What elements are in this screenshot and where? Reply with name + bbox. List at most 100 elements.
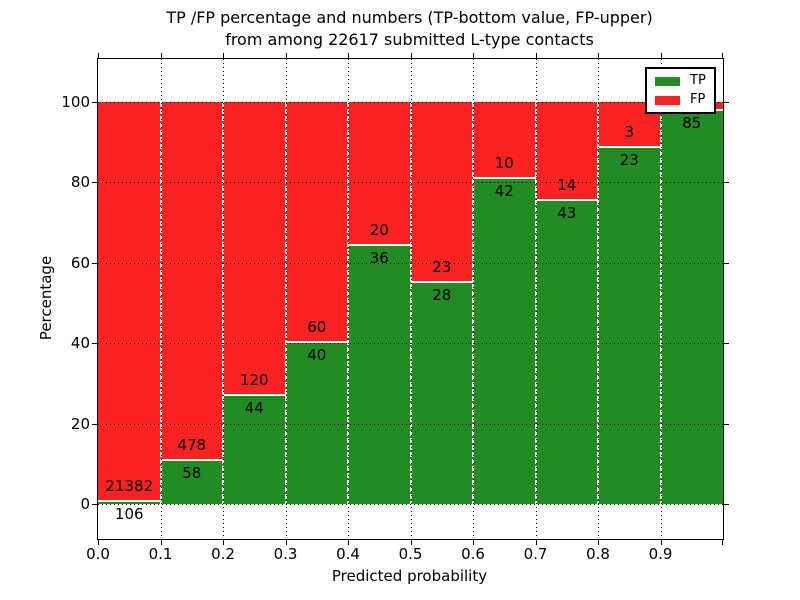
x-tick-top — [473, 53, 474, 58]
x-tick-top — [98, 53, 99, 58]
gridline-horizontal — [98, 504, 723, 505]
y-tick-right — [724, 102, 729, 103]
y-tick-right — [724, 504, 729, 505]
bar-count-label-tp: 40 — [307, 346, 327, 365]
y-tick-label: 40 — [70, 334, 90, 353]
gridline-vertical — [160, 59, 162, 539]
x-tick-label: 0.0 — [86, 545, 110, 563]
x-tick-bottom — [410, 540, 412, 545]
x-tick-bottom — [598, 540, 599, 545]
legend-item-tp: TP — [655, 74, 706, 88]
x-tick-top — [160, 53, 162, 58]
x-tick-top — [410, 53, 412, 58]
legend-swatch-fp-icon — [655, 95, 680, 105]
x-tick-label: 0.3 — [273, 545, 298, 563]
bar-count-label-fp: 120 — [239, 371, 269, 390]
x-axis-label: Predicted probability — [331, 567, 488, 585]
bar-segment-fp — [160, 102, 223, 461]
bar-segment-fp — [285, 102, 348, 344]
bar-segment-tp — [160, 460, 223, 504]
bar-count-label-fp: 14 — [557, 175, 577, 194]
y-tick-label: 80 — [70, 173, 90, 192]
x-tick-label: 0.8 — [586, 545, 610, 563]
y-tick-left — [92, 182, 97, 184]
x-tick-label: 0.9 — [648, 545, 673, 563]
y-tick-right — [724, 423, 729, 425]
bar-segment-fp — [535, 102, 598, 201]
x-tick-top — [722, 53, 723, 58]
y-tick-left — [92, 423, 97, 425]
x-tick-bottom — [160, 540, 162, 545]
x-tick-bottom — [660, 540, 662, 545]
bar-count-label-tp: 28 — [432, 286, 452, 305]
y-tick-label: 100 — [61, 93, 90, 111]
bar-count-label-tp: 42 — [494, 182, 514, 201]
gridline-horizontal — [98, 343, 723, 345]
x-tick-label: 0.6 — [461, 545, 485, 563]
bar-top-edge — [535, 198, 598, 201]
bar-segment-tp — [660, 111, 723, 504]
bar-top-edge — [473, 177, 536, 180]
x-tick-top — [285, 53, 287, 58]
bar-segment-tp — [98, 501, 161, 504]
bar-segment-fp — [410, 102, 473, 284]
bar-count-label-fp: 10 — [494, 154, 514, 173]
bar-segment-fp — [348, 102, 411, 246]
bar-count-label-tp: 106 — [114, 504, 144, 523]
x-tick-label: 0.7 — [523, 545, 548, 563]
x-tick-top — [535, 53, 537, 58]
y-tick-right — [724, 182, 729, 184]
bar-segment-tp — [410, 283, 473, 504]
x-tick-bottom — [722, 540, 723, 545]
bar-count-label-fp: 3 — [624, 123, 635, 142]
bar-count-label-tp: 43 — [557, 203, 577, 222]
bar-segment-tp — [598, 148, 661, 504]
x-tick-bottom — [285, 540, 287, 545]
gridline-horizontal — [98, 423, 723, 425]
chart-title: TP /FP percentage and numbers (TP-bottom… — [97, 7, 722, 51]
x-tick-label: 0.5 — [398, 545, 423, 563]
bar-top-edge — [160, 458, 223, 461]
x-tick-bottom — [223, 540, 224, 545]
chart-title-line2: from among 22617 submitted L-type contac… — [225, 30, 594, 49]
bar-segment-fp — [223, 102, 286, 397]
y-tick-label: 20 — [70, 414, 90, 433]
bar-segment-fp — [473, 102, 536, 180]
bar-count-label-tp: 44 — [244, 399, 264, 418]
x-tick-top — [598, 53, 599, 58]
gridline-horizontal — [98, 102, 723, 103]
bar-top-edge — [223, 394, 286, 397]
bar-count-label-tp: 36 — [369, 248, 389, 267]
bar-segment-tp — [473, 179, 536, 504]
gridline-vertical — [285, 59, 287, 539]
gridline-vertical — [473, 59, 474, 539]
bar-count-label-fp: 21382 — [105, 476, 154, 495]
gridline-vertical — [348, 59, 349, 539]
x-tick-bottom — [535, 540, 537, 545]
y-tick-left — [92, 504, 97, 505]
plot-area: 21382 106 478 58 120 44 60 40 20 36 23 28 10 42 14 43 3 2… — [61, 53, 729, 563]
x-tick-bottom — [98, 540, 99, 545]
x-tick-label: 0.2 — [211, 545, 235, 563]
bar-segment-tp — [348, 245, 411, 504]
bar-count-label-tp: 85 — [682, 114, 702, 133]
y-tick-left — [92, 102, 97, 103]
x-tick-top — [660, 53, 662, 58]
bar-count-label-tp: 23 — [619, 151, 639, 170]
bar-segment-tp — [285, 343, 348, 504]
legend-label-tp: TP — [690, 73, 706, 88]
gridline-horizontal — [98, 262, 723, 264]
y-tick-right — [724, 262, 729, 264]
x-tick-bottom — [348, 540, 349, 545]
legend-item-fp: FP — [655, 93, 706, 107]
y-tick-left — [92, 343, 97, 345]
bar-top-edge — [410, 281, 473, 284]
bar-segment-fp — [98, 102, 161, 502]
bar-count-label-fp: 478 — [177, 435, 207, 454]
legend: TP FP — [645, 67, 716, 114]
x-tick-top — [223, 53, 224, 58]
gridline-vertical — [660, 59, 662, 539]
bar-segment-tp — [535, 200, 598, 504]
y-tick-left — [92, 262, 97, 264]
